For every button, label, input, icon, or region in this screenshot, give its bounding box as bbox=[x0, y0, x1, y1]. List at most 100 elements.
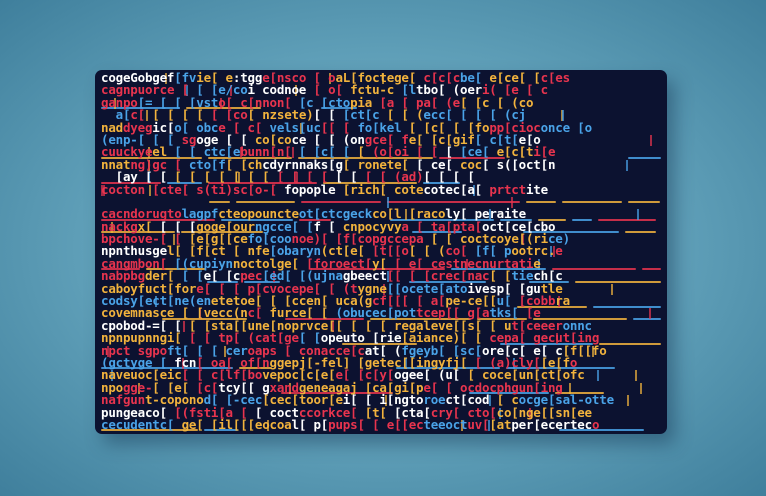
highlight-bar bbox=[390, 218, 494, 221]
code-token: [c[ [ bbox=[313, 144, 351, 160]
cursor-bar bbox=[387, 271, 389, 283]
code-token: for bbox=[174, 280, 197, 296]
code-token: [ [ bbox=[313, 107, 336, 123]
code-token: gce[ f bbox=[364, 131, 409, 147]
highlight-bar bbox=[167, 181, 203, 184]
highlight-bar bbox=[642, 268, 661, 271]
code-token: c[ bbox=[247, 305, 270, 321]
code-token: ccen[ uca(g bbox=[291, 293, 373, 309]
cursor-bar bbox=[146, 110, 148, 122]
code-token: [cta[ bbox=[386, 404, 431, 420]
code-token: n[ct[ofc bbox=[525, 367, 585, 383]
cursor-bar bbox=[461, 419, 463, 431]
code-token: e[nsco bbox=[262, 70, 314, 85]
cursor-bar bbox=[529, 407, 531, 419]
cursor-bar bbox=[385, 395, 387, 407]
code-line: naddyegic[o[ obce [ c[ vels[uc[[ [ fo[ke… bbox=[101, 121, 663, 134]
highlight-bar bbox=[101, 107, 181, 110]
highlight-bar bbox=[422, 181, 460, 184]
code-token: ra bbox=[555, 293, 570, 309]
code-token: u[ bbox=[496, 293, 519, 309]
code-token: e[ce[ [ bbox=[489, 70, 541, 85]
code-token: ite bbox=[503, 206, 526, 222]
code-token: o bbox=[569, 354, 578, 370]
cursor-bar bbox=[558, 296, 560, 308]
cursor-bar bbox=[466, 258, 468, 270]
code-token: [ [ ( bbox=[408, 243, 446, 259]
highlight-bar bbox=[438, 156, 506, 159]
code-token: [[ [ [ [ bbox=[328, 317, 387, 333]
code-token: [ oa[ of[n bbox=[196, 354, 270, 370]
code-token: opeuto [rie bbox=[320, 330, 402, 346]
code-token: [[ec bbox=[394, 416, 424, 432]
cursor-bar bbox=[173, 234, 175, 246]
code-line: a[c[ [ [ [ [ [ [co[ nzsete)[ [ [ct[c [ [… bbox=[101, 107, 663, 123]
code-token: [fv bbox=[174, 70, 197, 85]
cursor-bar bbox=[556, 333, 558, 345]
code-token: prtct bbox=[482, 181, 526, 197]
code-token: cto[f bbox=[188, 156, 226, 172]
code-token: [e[ bbox=[181, 231, 211, 247]
cursor-bar bbox=[329, 73, 331, 84]
code-token: l[ bbox=[166, 243, 189, 259]
code-token: ygne bbox=[357, 280, 387, 296]
code-token: [ [ bbox=[159, 317, 189, 333]
code-token: roe bbox=[423, 392, 446, 408]
code-token: oct[ce[cbo bbox=[482, 218, 556, 234]
code-token: [ [co bbox=[203, 107, 248, 123]
cursor-bar bbox=[240, 147, 242, 159]
code-line: bpchove-[ [ [e[g[[cefo[coonoe)[ [f[copgc… bbox=[101, 231, 663, 247]
highlight-bar bbox=[505, 367, 616, 370]
code-token: e[ [c bbox=[203, 268, 241, 284]
highlight-bar bbox=[101, 429, 198, 432]
code-token: pe-c bbox=[445, 293, 475, 309]
cursor-bar bbox=[649, 308, 651, 320]
highlight-bar bbox=[203, 429, 238, 432]
code-token: [[[eocoa bbox=[232, 416, 292, 432]
code-token: uv[ bbox=[467, 416, 490, 432]
code-token: [foroect[ bbox=[306, 255, 373, 271]
code-token: [ [ bbox=[181, 367, 211, 383]
code-token: cacndorugto bbox=[101, 206, 182, 222]
code-token: [ p[cvoc bbox=[232, 280, 292, 296]
code-token: tks[ bbox=[489, 305, 526, 321]
code-token: [ [ [vst bbox=[159, 94, 219, 110]
code-token: regalev bbox=[386, 317, 446, 333]
code-line: (gctyge [ fcn[ oa[ of[nggepj[-fel] [gete… bbox=[101, 354, 663, 370]
code-line: (enp-[ [ [ sgoge [ [ co[coce [ [ (ongce[… bbox=[101, 131, 663, 147]
code-token: e[[s[ bbox=[445, 317, 482, 333]
code-line: pungeaco[ [(fsti[a [ [ coctccorkce[ [t[ … bbox=[101, 404, 663, 420]
code-line: caboyfuct[fore[ [ [ p[cvocepe[ [ (tygne[… bbox=[101, 280, 663, 296]
code-token: [t[ bbox=[364, 404, 387, 420]
code-token: [ e[ ces bbox=[394, 255, 453, 271]
code-token: y[ bbox=[372, 255, 395, 271]
code-token: a [ ta[pta[ bbox=[401, 218, 483, 234]
code-token: ance)[ [ bbox=[423, 330, 482, 346]
cursor-bar bbox=[220, 97, 222, 109]
code-token: fctu-c bbox=[342, 82, 395, 98]
highlight-bar bbox=[281, 392, 393, 395]
cursor-bar bbox=[273, 271, 275, 283]
code-token: [c[ bbox=[188, 379, 219, 395]
code-token: [ [e[ bbox=[152, 379, 189, 395]
code-token: [ [il bbox=[196, 416, 233, 432]
code-token: [obaryn bbox=[269, 243, 321, 259]
code-token: (ct[e[ bbox=[320, 243, 365, 259]
cursor-bar bbox=[513, 357, 515, 369]
code-token: e[c[t bbox=[496, 144, 534, 160]
code-token: e[ bbox=[174, 181, 197, 197]
code-token: goge[our bbox=[196, 218, 255, 234]
highlight-bar bbox=[450, 268, 547, 271]
code-line: codsy[ect[ne(enetetoe[ [ [ccen[ uca(gcf[… bbox=[101, 293, 663, 309]
code-token: [ce[ bbox=[460, 144, 497, 160]
highlight-bar bbox=[537, 218, 566, 221]
code-token: [ coce[u bbox=[460, 367, 526, 383]
code-token: [ [ch bbox=[225, 156, 263, 172]
code-token: pungeaco[ bbox=[101, 404, 175, 420]
code-token: c[[ingyf bbox=[394, 354, 453, 370]
code-token: c [ (co bbox=[482, 94, 534, 110]
code-line: cuuckyeel [ [ ctc[ebunn[n[ [ [c[ [ [ (o[… bbox=[101, 144, 663, 160]
code-token: npnthusge bbox=[101, 243, 167, 259]
cursor-bar bbox=[522, 234, 524, 246]
cursor-bar bbox=[267, 419, 269, 431]
